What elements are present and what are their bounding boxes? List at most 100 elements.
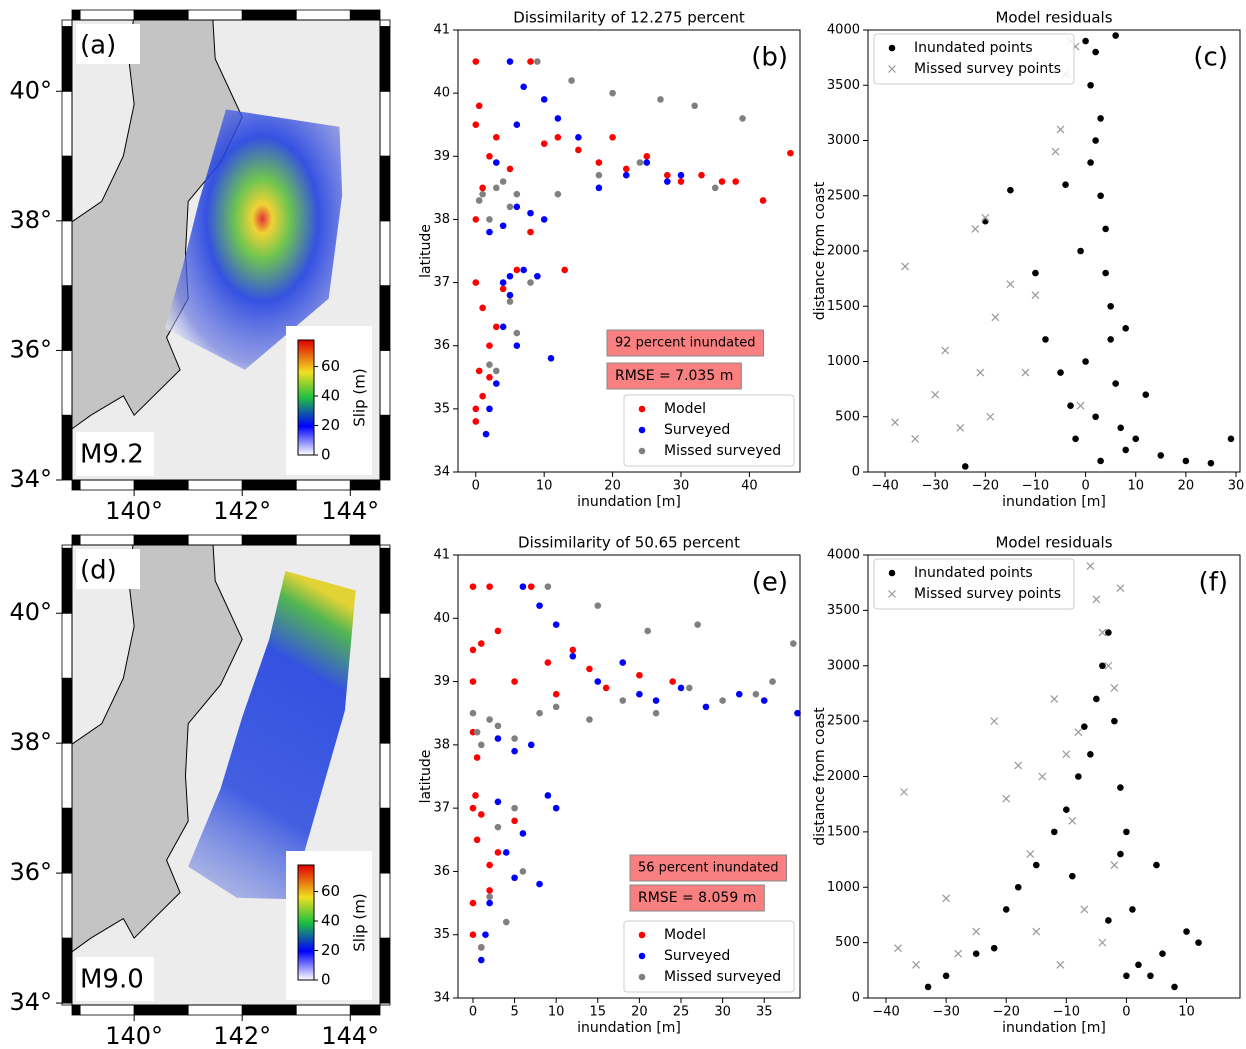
map-frame (61, 90, 73, 157)
point (511, 817, 518, 825)
colorbar (297, 864, 315, 981)
point (1102, 269, 1109, 277)
map-frame (61, 19, 73, 27)
point (1157, 452, 1165, 459)
point (1076, 401, 1085, 410)
point (1082, 358, 1089, 365)
legend-box (623, 920, 795, 993)
point (1032, 269, 1039, 277)
point (511, 735, 518, 742)
point (534, 58, 541, 65)
point (1062, 181, 1069, 188)
magnitude-label: M9.0 (80, 965, 144, 995)
map-frame (295, 9, 351, 21)
point (544, 583, 552, 590)
point (511, 678, 518, 685)
point (475, 102, 483, 110)
map-frame (71, 534, 81, 546)
point (1159, 950, 1166, 957)
point (1107, 336, 1114, 343)
map-frame (379, 155, 391, 222)
x-tick-label: 20 (604, 479, 621, 494)
point (1092, 48, 1099, 56)
map-frame (379, 26, 391, 92)
point (520, 83, 527, 91)
point (982, 217, 989, 225)
colorbar-tick-label: 40 (321, 387, 340, 405)
legend-box (623, 394, 795, 467)
point (482, 430, 490, 438)
colorbar-tick-label: 0 (321, 971, 331, 989)
point (569, 652, 577, 660)
point (622, 165, 630, 173)
x-tick-label: 35 (756, 1005, 773, 1020)
point (469, 678, 477, 685)
point (486, 583, 493, 590)
point (891, 418, 899, 427)
map-frame (379, 872, 391, 939)
point (552, 804, 560, 812)
map-frame (187, 9, 243, 21)
point (1050, 695, 1059, 703)
y-tick-label: 3000 (827, 658, 860, 673)
map-frame (61, 807, 73, 874)
point (554, 134, 562, 141)
point (499, 279, 507, 286)
y-tick-label: 3500 (827, 78, 860, 93)
x-tick-label: −10 (1022, 479, 1049, 494)
point (472, 58, 480, 65)
point (1117, 850, 1124, 858)
point (1142, 391, 1150, 398)
point (894, 944, 902, 953)
point (527, 741, 535, 749)
point (652, 709, 660, 717)
point (990, 717, 999, 726)
legend-label: Inundated points (914, 565, 1033, 581)
point (1032, 861, 1040, 869)
magnitude-label: M9.2 (80, 440, 144, 470)
x-tick-label: 15 (590, 1005, 607, 1020)
legend-box (873, 558, 1075, 610)
point (554, 190, 562, 198)
map-frame (133, 479, 189, 491)
point (1129, 906, 1136, 913)
legend-label: Missed survey points (914, 586, 1061, 602)
y-tick-label: 38° (9, 728, 52, 756)
x-tick-label: 25 (673, 1005, 690, 1020)
point (527, 58, 534, 65)
point (477, 944, 485, 951)
point (494, 849, 502, 856)
point (669, 678, 676, 685)
x-tick-label: 0 (1122, 1005, 1130, 1020)
x-tick-label: 140° (105, 497, 163, 525)
point (1072, 435, 1079, 443)
legend-label: Model (664, 401, 706, 417)
chart-title: Dissimilarity of 12.275 percent (513, 9, 745, 27)
point (475, 367, 483, 375)
point (493, 159, 500, 166)
point (981, 213, 990, 222)
colorbar-label: Slip (m) (351, 368, 369, 426)
point (719, 697, 726, 704)
annotation-box (629, 854, 787, 882)
point (1075, 773, 1082, 780)
point (486, 899, 493, 907)
point (486, 216, 493, 223)
point (759, 197, 767, 204)
y-tick-label: 1500 (827, 299, 860, 314)
point (527, 209, 534, 217)
map-frame (61, 937, 73, 1004)
point (1021, 368, 1030, 377)
map-frame (295, 479, 351, 491)
point (1014, 761, 1023, 770)
point (486, 342, 493, 350)
point (1195, 939, 1202, 946)
y-tick-label: 40 (433, 86, 450, 101)
point (911, 434, 920, 443)
point (499, 285, 507, 293)
point (506, 165, 514, 173)
colorbar-tick-label: 60 (321, 357, 340, 375)
point (469, 899, 477, 907)
plot-frame (867, 29, 1241, 473)
y-tick-label: 37 (433, 801, 450, 816)
